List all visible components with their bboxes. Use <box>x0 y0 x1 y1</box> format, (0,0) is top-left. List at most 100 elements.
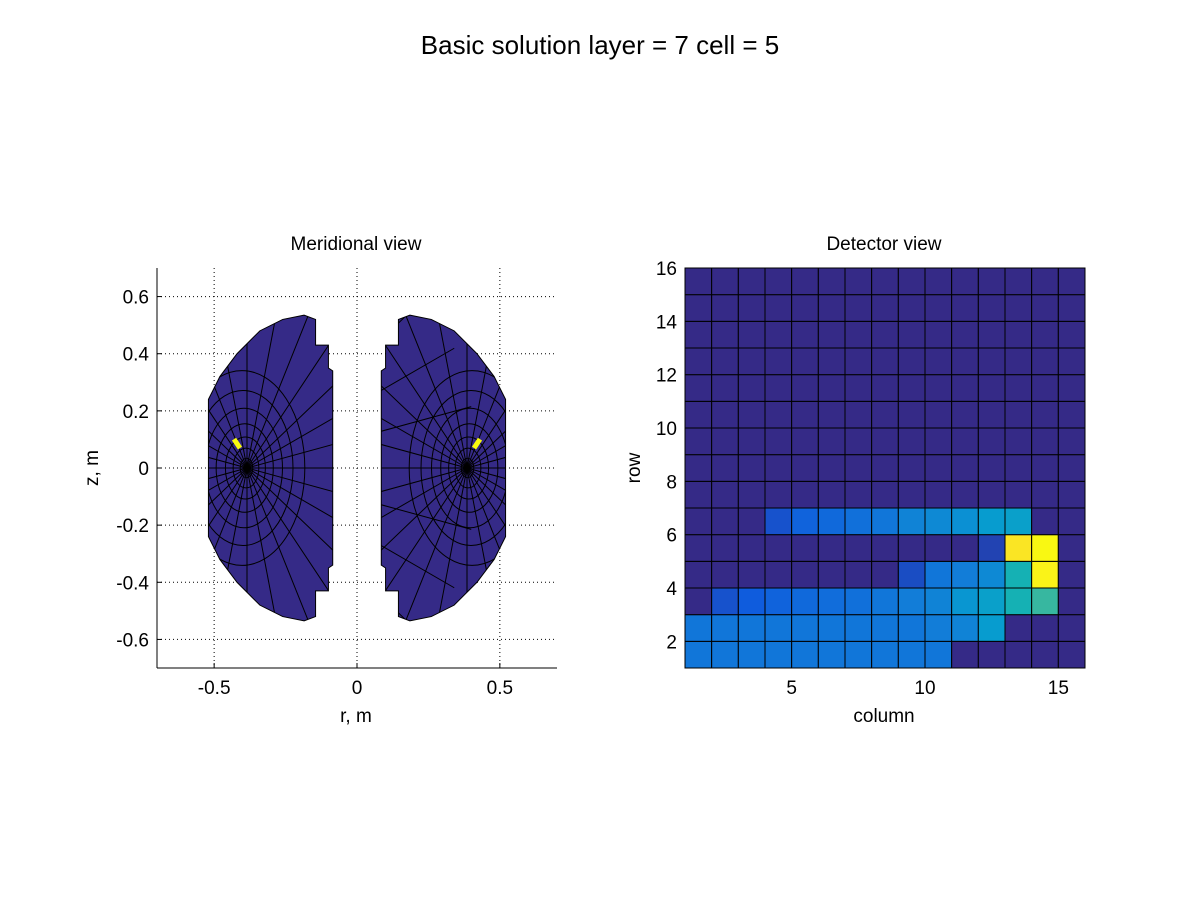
magnetic-axis-point <box>244 465 250 471</box>
heatmap-cell <box>897 374 926 402</box>
x-tick-label: 0.5 <box>487 678 513 699</box>
heatmap-cell <box>871 374 899 402</box>
heatmap-cell <box>1004 534 1033 562</box>
flux-coordinate-spoke <box>208 467 248 621</box>
heatmap-cell <box>737 507 766 536</box>
heatmap-cell <box>924 480 953 509</box>
heatmap-cell <box>897 454 926 482</box>
heatmap-cell <box>791 534 819 562</box>
heatmap-cell <box>871 614 899 642</box>
heatmap-cell <box>684 347 713 376</box>
heatmap-cell <box>791 267 819 296</box>
heatmap-cell <box>951 614 979 642</box>
heatmap-cell <box>764 400 793 429</box>
y-tick-label: 4 <box>666 579 677 600</box>
y-tick-label: 14 <box>656 312 678 333</box>
heatmap-cell <box>844 480 873 509</box>
heatmap-cell <box>844 560 873 589</box>
heatmap-cell <box>871 347 899 376</box>
heatmap-cell <box>791 294 819 322</box>
heatmap-cell <box>924 507 953 536</box>
heatmap-cell <box>711 534 739 562</box>
heatmap-cell <box>871 560 899 589</box>
detector-heatmap <box>684 267 1086 669</box>
flux-coordinate-spoke <box>246 467 348 621</box>
flux-coordinate-spoke <box>466 467 506 589</box>
heatmap-cell <box>764 480 793 509</box>
heatmap-cell <box>871 294 899 322</box>
heatmap-cell <box>951 400 979 429</box>
heatmap-cell <box>897 320 926 349</box>
flux-coordinate-spoke <box>246 467 299 621</box>
heatmap-cell <box>1057 427 1086 456</box>
heatmap-cell <box>844 587 873 616</box>
y-tick-label: 10 <box>656 419 677 440</box>
flux-coordinate-spoke <box>208 315 248 469</box>
heatmap-cell <box>844 454 873 482</box>
heatmap-cell <box>711 400 739 429</box>
flux-coordinate-spoke <box>246 315 348 469</box>
heatmap-cell <box>951 374 979 402</box>
heatmap-cell <box>844 534 873 562</box>
heatmap-cell <box>1004 560 1033 589</box>
heatmap-cell <box>737 454 766 482</box>
heatmap-cell <box>1004 374 1033 402</box>
heatmap-cell <box>871 320 899 349</box>
heatmap-cell <box>764 640 793 669</box>
meridional-plasma-cross-section <box>207 314 507 622</box>
detector-axes: 5 10 15 2 4 6 8 10 12 14 16 <box>656 259 1086 699</box>
heatmap-cell <box>1057 614 1086 642</box>
heatmap-cell <box>897 507 926 536</box>
heatmap-cell <box>1057 640 1086 669</box>
heatmap-cell <box>711 320 739 349</box>
heatmap-cell <box>977 294 1006 322</box>
heatmap-cell <box>871 534 899 562</box>
heatmap-cell <box>1031 374 1059 402</box>
heatmap-cell <box>871 480 899 509</box>
heatmap-cell <box>897 347 926 376</box>
y-tick-label: -0.4 <box>116 573 149 594</box>
heatmap-cell <box>924 454 953 482</box>
heatmap-cell <box>844 400 873 429</box>
heatmap-cell <box>711 560 739 589</box>
heatmap-cell <box>711 374 739 402</box>
heatmap-cell <box>871 267 899 296</box>
heatmap-cell <box>1057 374 1086 402</box>
heatmap-cell <box>924 320 953 349</box>
meridional-view-title: Meridional view <box>291 234 422 255</box>
heatmap-cell <box>977 587 1006 616</box>
heatmap-cell <box>764 560 793 589</box>
heatmap-cell <box>977 560 1006 589</box>
heatmap-cell <box>1057 320 1086 349</box>
flux-coordinate-spoke <box>466 467 506 621</box>
heatmap-cell <box>817 640 846 669</box>
heatmap-cell <box>711 427 739 456</box>
heatmap-cell <box>977 374 1006 402</box>
heatmap-cell <box>1031 320 1059 349</box>
heatmap-cell <box>951 507 979 536</box>
heatmap-cell <box>924 640 953 669</box>
heatmap-cell <box>737 534 766 562</box>
heatmap-cell <box>791 347 819 376</box>
flux-coordinate-spoke <box>208 315 248 469</box>
flux-coordinate-spoke <box>366 315 468 469</box>
highlighted-cell <box>231 437 243 450</box>
heatmap-cell <box>951 427 979 456</box>
heatmap-cell <box>817 614 846 642</box>
heatmap-cell <box>951 560 979 589</box>
heatmap-cell <box>977 267 1006 296</box>
heatmap-cell <box>817 480 846 509</box>
heatmap-cell <box>844 614 873 642</box>
highlighted-cell <box>471 437 483 450</box>
heatmap-cell <box>897 267 926 296</box>
flux-coordinate-spoke <box>208 347 248 469</box>
heatmap-cell <box>684 400 713 429</box>
heatmap-cell <box>764 294 793 322</box>
heatmap-cell <box>684 534 713 562</box>
heatmap-cell <box>684 374 713 402</box>
heatmap-cell <box>764 614 793 642</box>
heatmap-cell <box>817 427 846 456</box>
heatmap-cell <box>737 560 766 589</box>
